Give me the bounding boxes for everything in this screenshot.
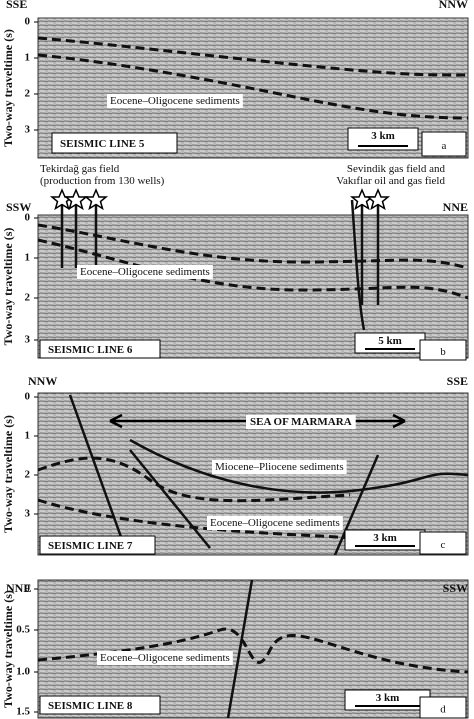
section-label: SEA OF MARMARA xyxy=(250,416,352,428)
scale-text: 5 km xyxy=(378,335,402,347)
panel-letter-box xyxy=(419,339,467,361)
y-tick-label: 2 xyxy=(25,88,31,100)
well-star xyxy=(63,188,89,211)
label-box xyxy=(212,460,347,474)
y-tick-label: 0.5 xyxy=(16,624,30,636)
label-box xyxy=(107,94,243,108)
direction-right: SSE xyxy=(447,374,468,388)
section-label: Eocene–Oligocene sediments xyxy=(80,266,210,278)
annotation: Tekirdağ gas field xyxy=(40,163,120,175)
horizon xyxy=(37,456,351,503)
label-box xyxy=(207,516,343,530)
panel-letter-box xyxy=(419,696,467,719)
line-name-box xyxy=(39,535,156,555)
horizon xyxy=(37,36,469,77)
fault xyxy=(68,394,127,549)
panel-letter: a xyxy=(442,140,447,152)
y-tick-label: 1.5 xyxy=(16,706,30,718)
y-tick-label: 3 xyxy=(25,508,31,520)
line-name: SEISMIC LINE 8 xyxy=(48,700,133,712)
well-star xyxy=(83,188,109,211)
label-box xyxy=(246,415,356,429)
section-label: Miocene–Pliocene sediments xyxy=(215,461,344,473)
scale-text: 3 km xyxy=(373,532,397,544)
scale-text: 3 km xyxy=(371,130,395,142)
fault xyxy=(129,449,211,549)
fault xyxy=(333,454,380,556)
panel-letter: c xyxy=(441,539,446,551)
horizon xyxy=(37,238,469,300)
line-name: SEISMIC LINE 5 xyxy=(60,138,145,150)
scale-box xyxy=(347,127,419,151)
scale-text: 3 km xyxy=(376,692,400,704)
direction-right: NNE xyxy=(443,200,468,214)
line-name-box xyxy=(39,339,161,359)
y-tick-label: 1 xyxy=(25,52,31,64)
line-name-box xyxy=(39,695,161,715)
y-tick-label: 0 xyxy=(25,16,31,28)
label-box xyxy=(77,265,213,279)
panel-letter-box xyxy=(421,131,467,157)
fault xyxy=(129,438,469,494)
annotation: (production from 130 wells) xyxy=(40,175,165,187)
well-star xyxy=(365,188,391,211)
line-name: SEISMIC LINE 6 xyxy=(48,344,133,356)
y-tick-label: 3 xyxy=(25,124,31,136)
direction-left: SSE xyxy=(6,0,27,11)
section-label: Eocene–Oligocene sediments xyxy=(210,517,340,529)
direction-left: NNW xyxy=(28,374,57,388)
horizon xyxy=(37,53,469,120)
y-tick-label: 0 xyxy=(25,583,31,595)
panel-letter-box xyxy=(419,531,467,555)
y-axis-label: Two-way traveltime (s) xyxy=(1,415,15,533)
y-tick-label: 2 xyxy=(25,469,31,481)
y-tick-label: 0 xyxy=(25,212,31,224)
y-tick-label: 1.0 xyxy=(16,666,30,678)
y-axis-label: Two-way traveltime (s) xyxy=(1,29,15,147)
section-label: Eocene–Oligocene sediments xyxy=(110,95,240,107)
direction-right: SSW xyxy=(443,581,468,595)
y-tick-label: 1 xyxy=(25,252,31,264)
annotation: Sevindik gas field and xyxy=(347,163,446,175)
y-tick-label: 1 xyxy=(25,430,31,442)
y-axis-label: Two-way traveltime (s) xyxy=(1,228,15,346)
direction-left: SSW xyxy=(6,200,31,214)
fault xyxy=(350,199,366,331)
direction-left: NNE xyxy=(6,581,31,595)
label-box xyxy=(97,651,233,665)
y-axis-label: Two-way traveltime (s) xyxy=(1,590,15,708)
annotation: Vakıflar oil and gas field xyxy=(336,175,445,187)
horizon xyxy=(37,223,469,270)
line-name-box xyxy=(51,132,178,154)
direction-right: NNW xyxy=(439,0,468,11)
y-tick-label: 2 xyxy=(25,292,31,304)
y-tick-label: 0 xyxy=(25,391,31,403)
panel-letter: d xyxy=(440,704,446,716)
section-label: Eocene–Oligocene sediments xyxy=(100,652,230,664)
y-tick-label: 3 xyxy=(25,334,31,346)
panel-letter: b xyxy=(440,346,446,358)
fault xyxy=(226,579,254,719)
horizon xyxy=(37,627,469,674)
line-name: SEISMIC LINE 7 xyxy=(48,540,133,552)
